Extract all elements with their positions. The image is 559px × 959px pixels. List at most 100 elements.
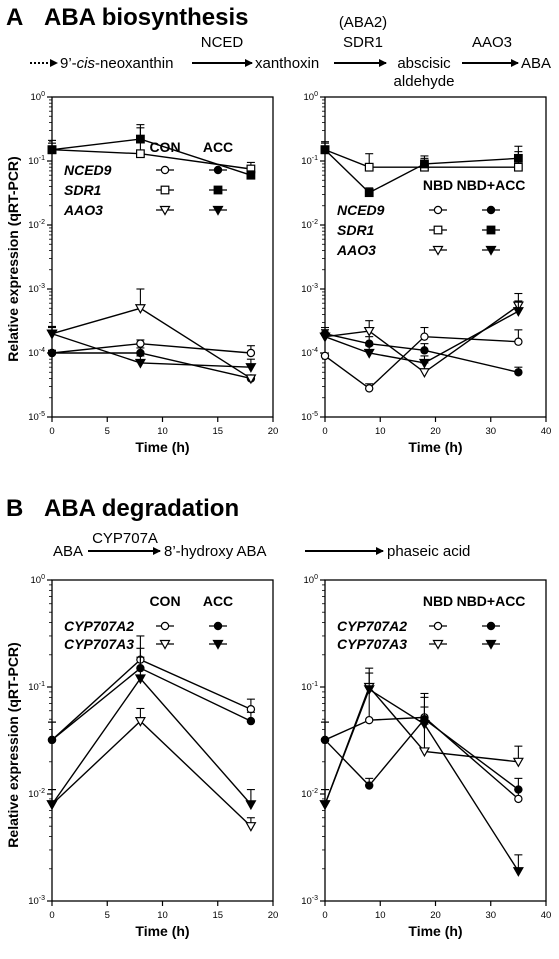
legend-marker	[213, 621, 223, 631]
y-tick-label: 100	[31, 574, 46, 586]
data-point	[46, 329, 58, 340]
legend-marker	[213, 165, 223, 175]
legend-gene-label: CYP707A2	[64, 618, 134, 634]
legend-gene-label: NCED9	[337, 202, 385, 218]
data-point	[512, 867, 524, 877]
data-point	[246, 348, 256, 358]
series-line	[324, 310, 519, 364]
section-a-letter: A	[6, 4, 23, 31]
section-a-title: ABA biosynthesis	[44, 4, 248, 31]
data-point	[363, 685, 375, 696]
data-point	[134, 674, 146, 685]
legend: NBD NBD+ACC NCED9 SDR1 AAO3	[336, 177, 525, 258]
series-cyp707a2-nbd	[320, 686, 523, 804]
x-tick-label: 20	[268, 910, 279, 921]
data-point	[418, 358, 430, 369]
pathway-a-step-aba: ABA	[521, 55, 551, 72]
pathway-b-step-hydroxy-aba: 8’-hydroxy ABA	[164, 543, 267, 560]
data-point	[246, 170, 256, 180]
x-tick-label: 40	[541, 910, 552, 921]
x-tick-label: 10	[157, 426, 168, 437]
legend-header: NBD	[423, 177, 453, 193]
y-tick-label: 10-2	[28, 219, 45, 231]
legend-header: CON	[149, 139, 180, 155]
data-point	[514, 337, 523, 346]
pathway-b: ABA CYP707A 8’-hydroxy ABA phaseic acid	[53, 530, 470, 560]
chart-b-left: 0 5 10 15 20 100 10-1 10-2 10-3 Time (h) CON ACC CYP…	[28, 574, 278, 939]
pathway-a-enzyme-sdr1: SDR1	[343, 34, 383, 51]
legend-marker	[433, 205, 443, 215]
data-point	[136, 339, 145, 348]
data-point	[418, 747, 430, 758]
data-point	[134, 304, 146, 314]
pathway-a-step-neoxanthin: 9’-cis-neoxanthin	[60, 55, 173, 72]
legend-header: NBD	[423, 593, 453, 609]
series-line	[324, 305, 519, 374]
data-point	[512, 307, 524, 317]
y-tick-label: 10-5	[301, 411, 318, 423]
legend-header: ACC	[203, 593, 233, 609]
legend-marker	[160, 185, 170, 195]
legend-header: NBD+ACC	[457, 177, 526, 193]
data-point	[365, 715, 374, 725]
data-point	[245, 800, 257, 811]
legend: NBD NBD+ACC CYP707A2 CYP707A3	[337, 593, 525, 652]
x-tick-label: 0	[322, 426, 327, 437]
data-point	[246, 705, 256, 714]
legend-gene-label: AAO3	[63, 202, 103, 218]
x-tick-label: 40	[541, 426, 552, 437]
legend-marker	[433, 621, 443, 631]
pathway-b-enzyme-cyp707a: CYP707A	[92, 530, 158, 547]
series-aao3-acc	[46, 325, 257, 373]
series-cyp707a2-con	[47, 647, 256, 745]
legend-gene-label: NCED9	[64, 162, 112, 178]
data-point	[134, 717, 146, 727]
data-point	[47, 348, 57, 358]
y-axis-title-b: Relative expression (qRT-PCR)	[5, 642, 21, 847]
x-tick-label: 0	[49, 910, 54, 921]
legend-gene-label: SDR1	[64, 182, 102, 198]
chart-b-right: 0 10 20 30 40 100 10-1 10-2 10-3 Time (h) NBD NBD+A…	[301, 574, 551, 939]
legend-gene-label: CYP707A2	[337, 618, 407, 634]
legend: CON ACC CYP707A2 CYP707A3	[64, 593, 233, 652]
x-tick-label: 10	[375, 910, 386, 921]
pathway-a: 9’-cis-neoxanthin NCED xanthoxin (ABA2) …	[30, 14, 551, 90]
data-point	[136, 149, 145, 159]
data-point	[47, 735, 57, 745]
chart-a-right: 0 10 20 30 40 100 10-1 10-2 10-3 10-4 10-5 Time (h)…	[301, 91, 551, 455]
series-cyp707a3-acc	[46, 635, 257, 811]
data-point	[513, 162, 523, 172]
series-cyp707a3-con	[46, 707, 257, 832]
series-line	[51, 342, 251, 354]
data-point	[418, 720, 430, 730]
section-b-title: ABA degradation	[44, 495, 239, 522]
data-point	[514, 368, 523, 377]
data-point	[136, 134, 145, 144]
x-axis-title: Time (h)	[135, 923, 189, 939]
series-line	[51, 677, 252, 805]
data-point	[512, 757, 524, 768]
legend-marker	[486, 225, 496, 235]
x-tick-label: 15	[212, 426, 223, 437]
y-tick-label: 10-3	[301, 283, 318, 295]
series-line	[324, 149, 519, 194]
legend-marker	[213, 185, 223, 195]
legend-marker	[212, 205, 224, 216]
data-point	[134, 358, 146, 369]
series-line	[324, 688, 519, 872]
y-tick-label: 10-1	[301, 681, 318, 693]
legend-marker	[486, 205, 496, 215]
series-aao3-con	[46, 288, 257, 385]
x-tick-label: 0	[322, 910, 327, 921]
x-tick-label: 15	[212, 910, 223, 921]
legend-marker	[432, 639, 444, 650]
y-axis-title-a: Relative expression (qRT-PCR)	[5, 156, 21, 361]
series-line	[51, 658, 252, 741]
series-sdr1-nbd-acc	[320, 141, 523, 198]
x-tick-label: 5	[105, 426, 110, 437]
legend-marker	[485, 639, 497, 650]
legend: CON ACC NCED9 SDR1 AAO3	[63, 139, 233, 218]
data-point	[365, 781, 374, 790]
y-tick-label: 10-1	[301, 155, 318, 167]
legend-header: NBD+ACC	[457, 593, 526, 609]
